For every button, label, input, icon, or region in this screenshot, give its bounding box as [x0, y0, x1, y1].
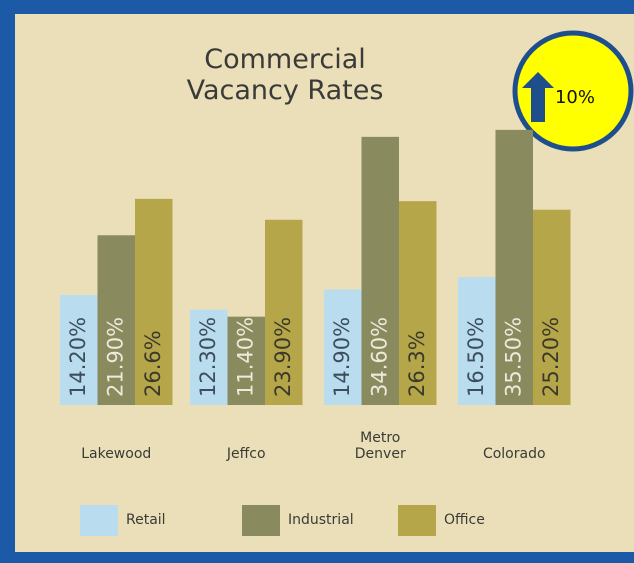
- bar: [399, 201, 437, 405]
- x-tick-label: Colorado: [482, 446, 546, 462]
- chart-title: Commercial Vacancy Rates: [186, 44, 384, 106]
- bar: [458, 277, 496, 405]
- value-label: 26.3%: [405, 330, 429, 397]
- value-label: 14.90%: [330, 317, 354, 397]
- bar: [190, 309, 228, 405]
- bar: [324, 289, 362, 405]
- value-label: 16.50%: [464, 317, 488, 397]
- bar: [361, 136, 399, 405]
- bar: [135, 198, 173, 405]
- value-label: 34.60%: [367, 317, 391, 397]
- up-arrow: [522, 72, 554, 122]
- value-label: 14.20%: [66, 317, 90, 397]
- bar: [227, 316, 265, 405]
- value-label: 26.6%: [141, 330, 165, 397]
- x-tick-label: Lakewood: [81, 446, 152, 462]
- bar: [495, 129, 533, 405]
- annotation-text: 10%: [555, 87, 595, 108]
- x-tick-label: Metro Denver: [354, 430, 406, 462]
- legend-swatch: [80, 505, 118, 536]
- value-label: 25.20%: [539, 317, 563, 397]
- value-label: 23.90%: [271, 317, 295, 397]
- x-tick-label: Jeffco: [226, 446, 266, 462]
- value-label: 12.30%: [196, 317, 220, 397]
- value-label: 35.50%: [501, 317, 525, 397]
- legend-swatch: [242, 505, 280, 536]
- bar: [97, 235, 135, 405]
- bar: [533, 209, 571, 405]
- bar: [265, 219, 303, 405]
- bar: [60, 294, 98, 405]
- value-label: 11.40%: [233, 317, 257, 397]
- legend-label: Industrial: [288, 512, 354, 528]
- legend-label: Office: [444, 512, 485, 528]
- value-label: 21.90%: [103, 317, 127, 397]
- legend-swatch: [398, 505, 436, 536]
- legend-label: Retail: [126, 512, 166, 528]
